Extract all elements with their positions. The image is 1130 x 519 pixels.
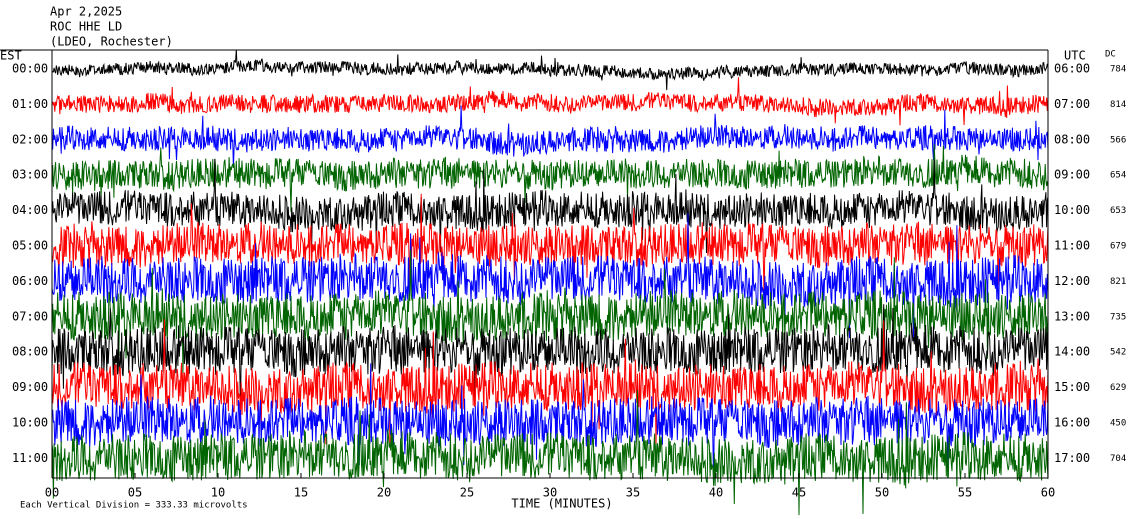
x-tick-label: 45 [792, 486, 806, 500]
row-utc-time: 08:00 [1054, 132, 1090, 146]
trace [51, 105, 1049, 168]
x-tick-label: 30 [543, 486, 557, 500]
row-utc-time: 13:00 [1054, 309, 1090, 323]
trace [51, 389, 1049, 516]
row-utc-time: 09:00 [1054, 168, 1090, 182]
left-axis-label: EST [0, 49, 22, 63]
trace [51, 77, 1049, 126]
row-local-time: 04:00 [12, 203, 48, 217]
row-local-time: 10:00 [12, 416, 48, 430]
x-tick-label: 60 [1041, 486, 1055, 500]
row-dc-value: 566 [1110, 135, 1126, 145]
row-dc-value: 653 [1110, 206, 1126, 216]
x-tick-label: 00 [45, 486, 59, 500]
row-dc-value: 542 [1110, 348, 1126, 358]
row-local-time: 00:00 [12, 62, 48, 76]
trace [51, 212, 1049, 339]
x-tick-label: 10 [211, 486, 225, 500]
row-dc-value: 704 [1110, 454, 1126, 464]
note: Each Vertical Division = 333.33 microvol… [20, 501, 248, 511]
traces [51, 49, 1049, 516]
x-tick-label: 20 [377, 486, 391, 500]
row-utc-time: 10:00 [1054, 203, 1090, 217]
trace [51, 319, 1049, 445]
title-line: (LDEO, Rochester) [50, 35, 173, 49]
row-utc-time: 06:00 [1054, 62, 1090, 76]
x-tick-label: 35 [626, 486, 640, 500]
x-tick-label: 55 [958, 486, 972, 500]
row-local-time: 02:00 [12, 132, 48, 146]
x-tick-label: 15 [294, 486, 308, 500]
trace [51, 193, 1049, 299]
trace [51, 363, 1049, 484]
row-local-time: 08:00 [12, 345, 48, 359]
trace [51, 249, 1049, 374]
row-utc-time: 14:00 [1054, 345, 1090, 359]
row-utc-time: 17:00 [1054, 451, 1090, 465]
x-tick-label: 25 [460, 486, 474, 500]
row-local-time: 09:00 [12, 380, 48, 394]
title-line: Apr 2,2025 [50, 5, 122, 19]
trace [51, 304, 1049, 413]
row-utc-time: 12:00 [1054, 274, 1090, 288]
row-local-time: 11:00 [12, 451, 48, 465]
row-dc-value: 821 [1110, 277, 1126, 287]
row-utc-time: 11:00 [1054, 239, 1090, 253]
row-dc-value: 450 [1110, 419, 1126, 429]
row-local-time: 03:00 [12, 168, 48, 182]
row-local-time: 07:00 [12, 309, 48, 323]
x-tick-label: 50 [875, 486, 889, 500]
x-axis-label: TIME (MINUTES) [511, 497, 612, 511]
row-local-time: 05:00 [12, 239, 48, 253]
dc-label: DC [1105, 50, 1116, 60]
x-tick-label: 05 [128, 486, 142, 500]
row-dc-value: 784 [1110, 65, 1126, 75]
row-dc-value: 654 [1110, 171, 1126, 181]
trace [51, 144, 1049, 213]
row-utc-time: 07:00 [1054, 97, 1090, 111]
right-axis-label: UTC [1064, 49, 1086, 63]
trace [51, 49, 1049, 91]
row-dc-value: 735 [1110, 312, 1126, 322]
title-line: ROC HHE LD [50, 20, 122, 34]
row-local-time: 01:00 [12, 97, 48, 111]
row-dc-value: 679 [1110, 242, 1126, 252]
row-dc-value: 629 [1110, 383, 1126, 393]
row-utc-time: 15:00 [1054, 380, 1090, 394]
row-utc-time: 16:00 [1054, 416, 1090, 430]
x-tick-label: 40 [709, 486, 723, 500]
row-dc-value: 814 [1110, 100, 1126, 110]
row-local-time: 06:00 [12, 274, 48, 288]
trace [51, 158, 1049, 254]
